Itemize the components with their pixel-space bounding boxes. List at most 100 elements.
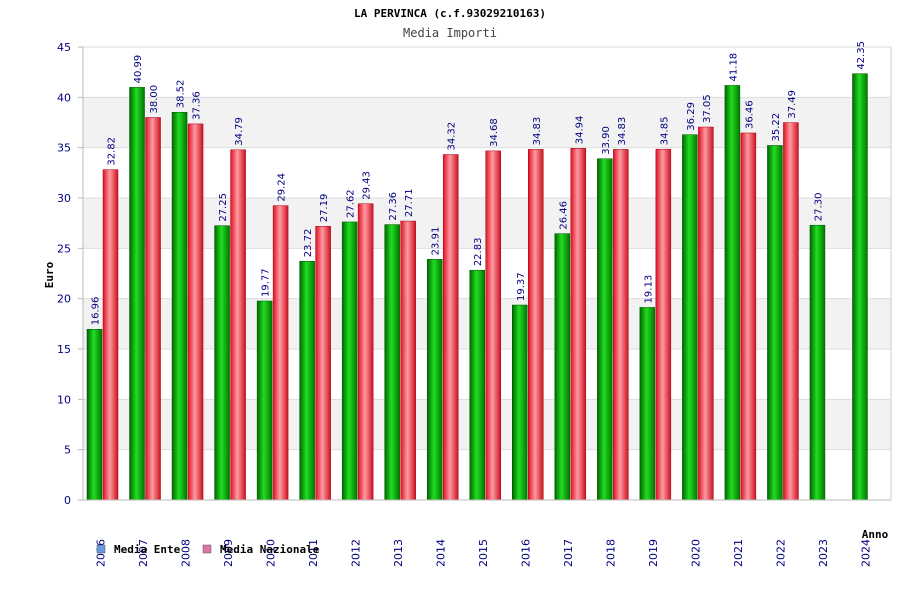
value-label: 33.90 bbox=[601, 126, 612, 155]
value-label: 34.79 bbox=[234, 117, 245, 146]
x-tick-label: 2007 bbox=[137, 539, 150, 567]
value-label: 26.46 bbox=[558, 201, 569, 230]
bar-media-nazionale bbox=[145, 117, 161, 501]
value-label: 36.29 bbox=[686, 102, 697, 131]
value-label: 19.13 bbox=[643, 275, 654, 304]
bar-media-nazionale bbox=[187, 123, 204, 501]
x-tick-label: 2023 bbox=[817, 539, 830, 567]
x-tick-label: 2020 bbox=[690, 539, 703, 567]
x-axis-label: Anno bbox=[862, 528, 889, 541]
bar-media-nazionale bbox=[102, 169, 119, 501]
bar-media-nazionale bbox=[442, 154, 459, 501]
y-tick-label: 5 bbox=[64, 444, 71, 457]
value-label: 27.19 bbox=[319, 194, 330, 223]
bar-media-ente bbox=[682, 134, 698, 501]
value-label: 19.77 bbox=[261, 268, 272, 297]
bar-media-ente bbox=[341, 221, 358, 501]
value-label: 38.00 bbox=[149, 85, 160, 114]
y-tick-label: 40 bbox=[57, 91, 71, 104]
bar-media-ente bbox=[171, 111, 188, 501]
grid-band bbox=[83, 97, 891, 148]
value-label: 41.18 bbox=[728, 53, 739, 82]
value-label: 35.22 bbox=[771, 113, 782, 142]
x-tick-label: 2016 bbox=[520, 539, 533, 567]
value-label: 16.96 bbox=[91, 297, 102, 326]
bar-media-ente bbox=[809, 224, 826, 501]
y-tick-label: 25 bbox=[57, 242, 71, 255]
legend-swatch-media-ente bbox=[96, 544, 106, 554]
value-label: 19.37 bbox=[516, 272, 527, 301]
y-tick-label: 35 bbox=[57, 142, 71, 155]
bar-media-ente bbox=[214, 225, 230, 501]
value-label: 34.32 bbox=[447, 122, 458, 151]
x-tick-label: 2017 bbox=[562, 539, 575, 567]
x-tick-label: 2008 bbox=[179, 539, 192, 567]
value-label: 37.49 bbox=[787, 90, 798, 119]
bar-media-nazionale bbox=[357, 203, 374, 501]
bar-media-nazionale bbox=[485, 150, 501, 501]
bar-media-ente bbox=[469, 269, 485, 501]
bars bbox=[86, 73, 868, 501]
bar-media-nazionale bbox=[783, 122, 799, 501]
y-tick-label: 0 bbox=[64, 494, 71, 507]
value-label: 34.94 bbox=[574, 116, 585, 145]
legend: Media Ente Media Nazionale bbox=[96, 543, 320, 556]
bar-media-ente bbox=[639, 307, 656, 501]
value-label: 22.83 bbox=[473, 238, 484, 267]
bar-media-ente bbox=[852, 73, 868, 501]
x-tick-label: 2021 bbox=[732, 539, 745, 567]
legend-label-media-ente: Media Ente bbox=[114, 543, 181, 556]
y-tick-labels: 0 5 10 15 20 25 30 35 40 45 bbox=[57, 41, 71, 507]
bar-media-ente bbox=[86, 329, 103, 501]
x-tick-label: 2019 bbox=[647, 539, 660, 567]
bar-media-nazionale bbox=[740, 132, 757, 501]
value-label: 40.99 bbox=[133, 55, 144, 84]
x-tick-label: 2013 bbox=[392, 539, 405, 567]
bar-media-ente bbox=[384, 224, 400, 501]
value-label: 29.43 bbox=[362, 171, 373, 200]
x-tick-label: 2018 bbox=[605, 539, 618, 567]
legend-label-media-nazionale: Media Nazionale bbox=[220, 543, 320, 556]
bar-media-nazionale bbox=[655, 148, 672, 501]
value-label: 27.71 bbox=[404, 188, 415, 217]
value-label: 23.91 bbox=[431, 227, 442, 256]
y-tick-label: 10 bbox=[57, 393, 71, 406]
x-tick-label: 2024 bbox=[860, 539, 873, 567]
value-label: 27.62 bbox=[346, 189, 357, 218]
value-label: 37.05 bbox=[702, 94, 713, 123]
bar-media-ente bbox=[129, 87, 145, 501]
y-tick-label: 45 bbox=[57, 41, 71, 54]
x-tick-label: 2012 bbox=[349, 539, 362, 567]
bar-media-nazionale bbox=[230, 149, 246, 501]
y-tick-label: 15 bbox=[57, 343, 71, 356]
grid-band bbox=[83, 47, 891, 98]
x-tick-label: 2011 bbox=[307, 539, 320, 567]
y-tick-label: 30 bbox=[57, 192, 71, 205]
bar-media-ente bbox=[299, 260, 315, 501]
value-label: 34.83 bbox=[617, 117, 628, 146]
value-label: 34.85 bbox=[659, 117, 670, 146]
bar-media-nazionale bbox=[613, 149, 629, 501]
bar-media-ente bbox=[426, 259, 443, 501]
y-axis-label: Euro bbox=[43, 261, 56, 288]
chart-title: LA PERVINCA (c.f.93029210163) bbox=[354, 7, 546, 20]
value-label: 34.68 bbox=[489, 118, 500, 147]
x-tick-label: 2015 bbox=[477, 539, 490, 567]
bar-media-nazionale bbox=[698, 126, 714, 501]
x-tick-label: 2010 bbox=[264, 539, 277, 567]
value-label: 34.83 bbox=[532, 117, 543, 146]
bar-media-ente bbox=[554, 233, 571, 501]
value-label: 27.36 bbox=[388, 192, 399, 221]
value-label: 27.25 bbox=[218, 193, 229, 222]
x-tick-label: 2022 bbox=[775, 539, 788, 567]
chart-subtitle: Media Importi bbox=[403, 26, 497, 40]
value-label: 42.35 bbox=[856, 41, 867, 70]
bar-media-nazionale bbox=[315, 226, 331, 501]
value-label: 38.52 bbox=[176, 80, 187, 109]
bar-media-nazionale bbox=[272, 205, 289, 501]
x-tick-label: 2014 bbox=[434, 539, 447, 567]
y-tick-label: 20 bbox=[57, 293, 71, 306]
value-labels: 16.96 32.82 40.99 38.00 38.52 37.36 27.25 34.79… bbox=[91, 41, 867, 325]
value-label: 27.30 bbox=[813, 193, 824, 222]
